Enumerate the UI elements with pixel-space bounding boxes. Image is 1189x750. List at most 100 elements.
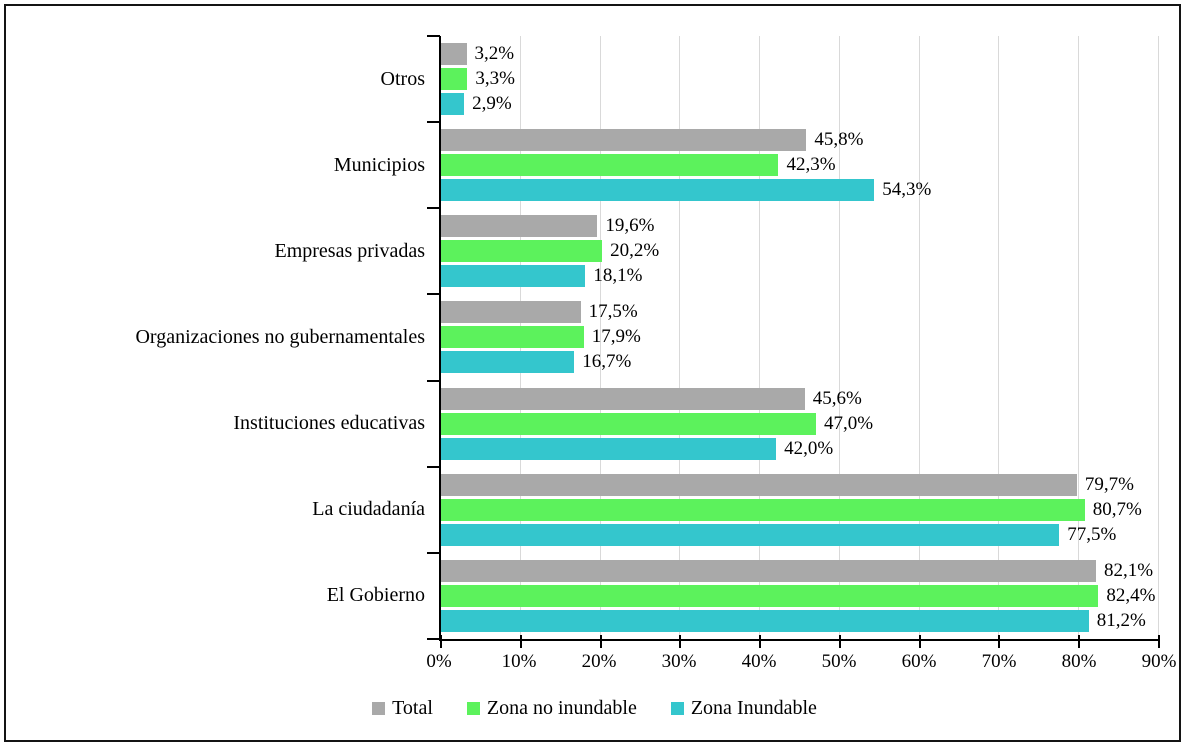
bar-row: 3,3% — [441, 68, 1159, 91]
x-axis-tick-label: 30% — [661, 651, 697, 672]
bar-value-label: 82,4% — [1106, 584, 1156, 606]
x-axis-tick-labels: 0% 10% 20% 30% 40% 50% 60% 70% 80% 90% — [426, 651, 1176, 677]
category-label: Empresas privadas — [274, 239, 425, 262]
gridline — [759, 36, 761, 639]
x-axis-tick — [838, 635, 841, 648]
x-axis-tick — [759, 635, 762, 648]
bar-row: 3,2% — [441, 43, 1159, 66]
x-axis-tick-label: 0% — [426, 651, 452, 672]
category-label: Municipios — [333, 153, 425, 176]
x-axis-tick-label: 10% — [501, 651, 537, 672]
gridline — [998, 36, 1000, 639]
legend-label: Zona no inundable — [486, 697, 637, 719]
bar-zona-no-inundable — [441, 68, 468, 91]
bar-row: 81,2% — [441, 609, 1159, 632]
bar-total — [441, 301, 581, 324]
bar-group: 17,5% 17,9% 16,7% — [441, 294, 1159, 380]
bar-zona-inundable — [441, 265, 586, 288]
bar-value-label: 20,2% — [610, 240, 660, 262]
bar-row: 42,3% — [441, 154, 1159, 177]
x-axis-tick — [519, 635, 522, 648]
bar-row: 82,1% — [441, 559, 1159, 582]
bar-zona-inundable — [441, 523, 1060, 546]
gridline — [1078, 36, 1080, 639]
y-axis-tick — [427, 207, 440, 210]
y-axis-tick — [427, 465, 440, 468]
plot-area: 3,2% 3,3% 2,9% 45,8% 42,3% 54,3% 19,6% 20,2% 18,… — [427, 35, 1160, 648]
bar-row: 16,7% — [441, 351, 1159, 374]
y-axis-tick — [427, 35, 440, 37]
x-axis-tick-label: 20% — [581, 651, 617, 672]
bar-row: 42,0% — [441, 437, 1159, 460]
bar-value-label: 54,3% — [882, 179, 932, 201]
legend-color-swatch — [466, 702, 480, 715]
bar-zona-inundable — [441, 179, 875, 202]
bar-group: 3,2% 3,3% 2,9% — [441, 36, 1159, 122]
y-axis-tick — [427, 379, 440, 382]
x-axis-tick-label: 90% — [1141, 651, 1177, 672]
bar-total — [441, 559, 1096, 582]
category-label: La ciudadanía — [312, 498, 425, 521]
bar-value-label: 17,5% — [588, 301, 638, 323]
x-axis-tick-label: 80% — [1061, 651, 1097, 672]
bar-value-label: 45,6% — [812, 387, 862, 409]
legend-color-swatch — [670, 702, 684, 715]
bar-value-label: 47,0% — [823, 412, 874, 434]
legend-color-swatch — [372, 702, 386, 715]
bar-row: 2,9% — [441, 93, 1159, 116]
bar-value-label: 3,3% — [475, 68, 515, 90]
category-label: El Gobierno — [326, 584, 425, 607]
bar-value-label: 3,2% — [474, 43, 515, 65]
bar-row: 17,9% — [441, 326, 1159, 349]
bar-zona-no-inundable — [441, 584, 1099, 607]
bar-zona-inundable — [441, 93, 465, 116]
legend-item-zona-no-inundable: Zona no inundable — [466, 697, 637, 720]
bar-row: 54,3% — [441, 179, 1159, 202]
bar-row: 80,7% — [441, 498, 1159, 521]
bar-value-label: 19,6% — [605, 215, 655, 237]
category-label: Instituciones educativas — [233, 412, 425, 435]
bar-group: 19,6% 20,2% 18,1% — [441, 208, 1159, 294]
x-axis-tick-label: 60% — [901, 651, 937, 672]
bar-row: 82,4% — [441, 584, 1159, 607]
gridline — [838, 36, 840, 639]
bar-total — [441, 129, 807, 152]
chart-frame: Otros Municipios Empresas privadas Organiza… — [4, 4, 1181, 742]
bar-row: 45,8% — [441, 129, 1159, 152]
bar-value-label: 81,2% — [1096, 609, 1146, 631]
bar-zona-no-inundable — [441, 412, 816, 435]
bar-value-label: 79,7% — [1084, 473, 1134, 495]
bar-zona-no-inundable — [441, 326, 584, 349]
category-label: Organizaciones no gubernamentales — [135, 325, 425, 348]
bar-row: 19,6% — [441, 215, 1159, 238]
gridline — [918, 36, 920, 639]
y-axis-tick — [427, 638, 440, 640]
legend-item-zona-inundable: Zona Inundable — [670, 697, 817, 720]
legend-item-total: Total — [372, 697, 433, 720]
x-axis-tick — [998, 635, 1001, 648]
bar-row: 47,0% — [441, 412, 1159, 435]
bar-row: 18,1% — [441, 265, 1159, 288]
x-axis-tick-label: 70% — [981, 651, 1017, 672]
x-axis-tick — [918, 635, 921, 648]
y-axis-tick — [427, 121, 440, 124]
category-label: Otros — [380, 67, 425, 90]
bar-zona-no-inundable — [441, 498, 1085, 521]
gridline — [1158, 36, 1159, 639]
x-axis-tick-label: 40% — [741, 651, 777, 672]
y-axis-tick — [427, 293, 440, 296]
chart-legend: Total Zona no inundable Zona Inundable — [6, 697, 1183, 720]
bar-total — [441, 43, 467, 66]
bar-row: 45,6% — [441, 387, 1159, 410]
bar-value-label: 18,1% — [593, 265, 643, 287]
bar-value-label: 80,7% — [1092, 498, 1142, 520]
bar-group: 45,8% 42,3% 54,3% — [441, 122, 1159, 208]
bar-value-label: 42,3% — [786, 154, 836, 176]
bar-total — [441, 473, 1077, 496]
legend-label: Zona Inundable — [690, 697, 817, 719]
bar-value-label: 17,9% — [591, 326, 641, 348]
bar-zona-no-inundable — [441, 240, 603, 263]
bar-total — [441, 387, 805, 410]
bar-zona-no-inundable — [441, 154, 779, 177]
bar-value-label: 45,8% — [814, 129, 864, 151]
